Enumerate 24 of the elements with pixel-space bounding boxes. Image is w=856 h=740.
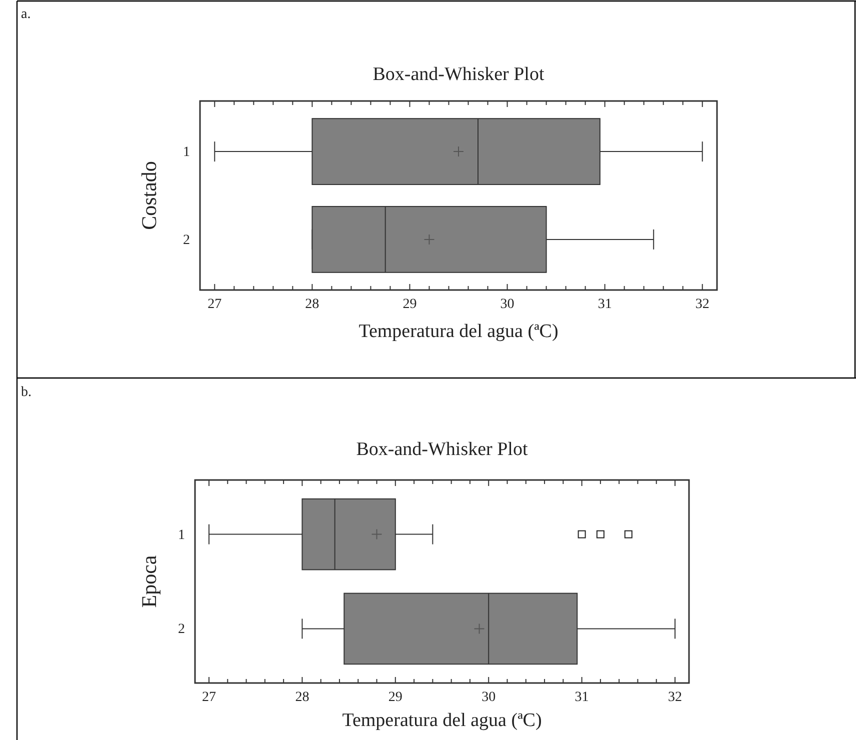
y-tick-label: 2: [183, 232, 190, 248]
x-tick-label: 30: [482, 690, 496, 705]
x-tick-label: 31: [598, 296, 612, 312]
y-axis-title: Epoca: [137, 554, 161, 608]
y-tick-label: 1: [178, 528, 185, 543]
x-tick-label: 32: [668, 690, 682, 705]
y-tick-label: 2: [178, 622, 185, 638]
text: a.: [21, 7, 31, 22]
x-tick-label: 28: [305, 296, 320, 312]
x-tick-label: 28: [295, 690, 310, 705]
y-axis-title: Costado: [137, 161, 161, 230]
x-tick-label: 32: [695, 296, 710, 312]
x-axis-title: Temperatura del agua (ªC): [342, 710, 542, 731]
x-tick-label: 30: [500, 296, 514, 312]
x-tick-label: 27: [208, 296, 222, 312]
chart-title: Box-and-Whisker Plot: [356, 439, 528, 460]
x-tick-label: 31: [574, 690, 589, 705]
x-tick-label: 29: [402, 296, 417, 312]
chart-title: Box-and-Whisker Plot: [372, 64, 545, 85]
text: b.: [21, 385, 32, 400]
x-axis-title: Temperatura del agua (ªC): [358, 321, 558, 342]
x-tick-label: 29: [388, 690, 402, 705]
y-tick-label: 1: [183, 145, 190, 160]
x-tick-label: 27: [202, 690, 216, 705]
